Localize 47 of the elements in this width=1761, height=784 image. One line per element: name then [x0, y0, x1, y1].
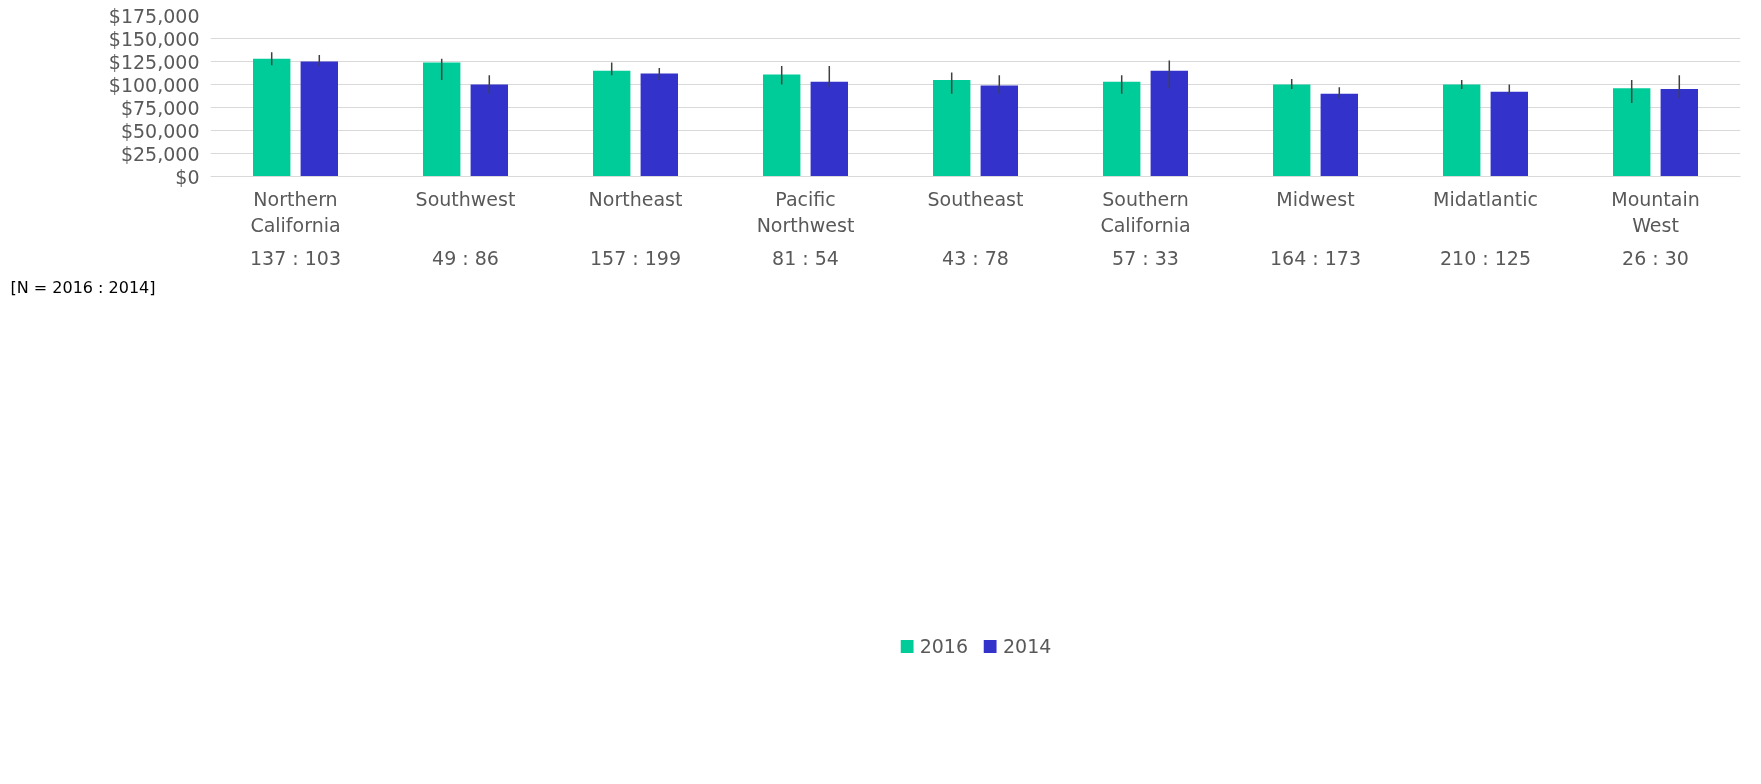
bar — [1103, 81, 1141, 177]
bar — [1660, 89, 1698, 177]
bar — [763, 74, 801, 177]
text: 137 : 103 — [249, 246, 342, 269]
bar — [593, 70, 631, 177]
bar — [1320, 93, 1358, 177]
text: 43 : 78 — [942, 246, 1009, 269]
text: 57 : 33 — [1112, 246, 1179, 269]
x-tick-label: Northeast — [588, 187, 683, 210]
text: 210 : 125 — [1439, 246, 1532, 269]
x-tick-label: Southern California — [1100, 187, 1191, 236]
text: 26 : 30 — [1622, 246, 1689, 269]
bar — [470, 84, 508, 177]
text: 49 : 86 — [432, 246, 499, 269]
bar — [980, 85, 1018, 177]
bar — [253, 58, 291, 177]
y-tick-label: $0 — [175, 165, 200, 188]
legend-label: 2016 — [919, 634, 968, 657]
y-tick-label: $150,000 — [108, 27, 200, 50]
text: 164 : 173 — [1269, 246, 1362, 269]
bar — [640, 73, 678, 177]
bar — [933, 79, 971, 177]
x-tick-label: Mountain West — [1611, 187, 1700, 236]
x-tick-label: Midwest — [1276, 187, 1355, 210]
text: [N = 2016 : 2014] — [10, 277, 156, 297]
x-tick-label: Midatlantic — [1433, 187, 1538, 210]
bar — [1273, 84, 1311, 177]
bar — [1613, 88, 1651, 177]
y-tick-label: $100,000 — [108, 73, 200, 96]
bar — [810, 81, 848, 177]
bar — [1150, 70, 1188, 177]
y-tick-label: $125,000 — [108, 50, 200, 73]
x-tick-label: Southwest — [415, 187, 516, 210]
x-tick-label: Northern California — [250, 187, 341, 236]
y-tick-label: $50,000 — [120, 119, 200, 142]
legend-label: 2014 — [1003, 634, 1052, 657]
text: 81 : 54 — [772, 246, 839, 269]
bar — [1443, 84, 1481, 177]
x-tick-label: Pacific Northwest — [756, 187, 855, 236]
y-tick-label: $175,000 — [108, 4, 200, 27]
y-tick-label: $25,000 — [120, 142, 200, 165]
bar — [300, 61, 338, 177]
y-tick-label: $75,000 — [120, 96, 200, 119]
x-tick-label: Southeast — [927, 187, 1024, 210]
bar — [1490, 91, 1528, 177]
bar — [423, 62, 461, 177]
text: 157 : 199 — [589, 246, 682, 269]
